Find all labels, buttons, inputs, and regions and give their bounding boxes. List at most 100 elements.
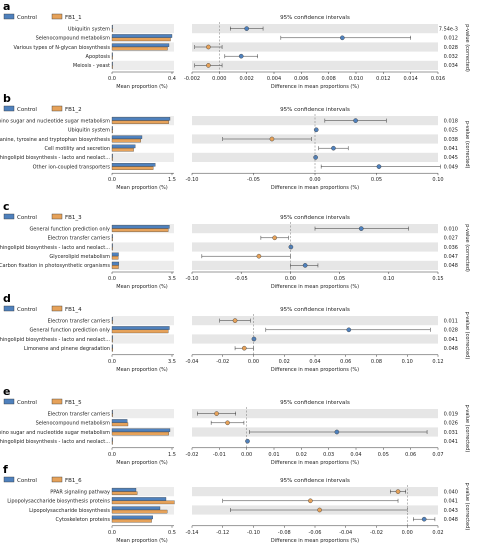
bar-control bbox=[111, 419, 128, 423]
p-value: 0.032 bbox=[444, 54, 458, 60]
bar-group bbox=[111, 413, 113, 417]
left-x-label: Mean proportion (%) bbox=[116, 538, 168, 544]
p-value-axis-label: p-value (corrected) bbox=[464, 483, 470, 531]
difference-point bbox=[244, 26, 249, 31]
bar-group bbox=[111, 431, 169, 436]
difference-point bbox=[206, 63, 211, 68]
row-band-left bbox=[112, 260, 174, 270]
right-x-label: Difference in mean proportions (%) bbox=[271, 284, 359, 290]
difference-point bbox=[269, 136, 275, 142]
category-label: Apoptosis bbox=[86, 54, 111, 60]
bar-control bbox=[111, 144, 136, 149]
bar-control bbox=[111, 126, 113, 130]
panel-c: c Control FB1_3 95% confidence intervals Gen… bbox=[0, 200, 470, 290]
category-label: Electron transfer carriers bbox=[48, 236, 111, 242]
right-tick-label: 0.01 bbox=[268, 452, 279, 458]
legend-swatch-group bbox=[51, 398, 63, 405]
legend-swatch-group bbox=[51, 305, 63, 312]
right-tick-label: 0.006 bbox=[294, 76, 308, 82]
row-band bbox=[192, 60, 438, 70]
row-band-left bbox=[112, 60, 174, 70]
p-value: 0.041 bbox=[444, 337, 458, 343]
bar-control bbox=[111, 437, 113, 442]
right-tick-label: 0.008 bbox=[322, 76, 336, 82]
p-value: 0.031 bbox=[444, 430, 458, 436]
row-band bbox=[192, 116, 438, 126]
difference-point bbox=[331, 145, 336, 151]
bar-group bbox=[111, 348, 114, 352]
legend-label-group: FB1_2 bbox=[65, 107, 82, 113]
p-value-axis-label: p-value (corrected) bbox=[464, 224, 470, 272]
left-tick-label: 3.5 bbox=[168, 276, 176, 282]
left-x-label: Mean proportion (%) bbox=[116, 284, 168, 290]
right-tick-label: 0.000 bbox=[212, 76, 226, 82]
legend-label-group: FB1_3 bbox=[65, 215, 82, 221]
bar-group bbox=[111, 28, 113, 32]
difference-point bbox=[358, 226, 364, 231]
right-tick-label: -0.10 bbox=[186, 177, 199, 183]
p-value-axis-label: p-value (corrected) bbox=[464, 121, 470, 169]
bar-group bbox=[111, 56, 113, 60]
row-band-left bbox=[112, 134, 174, 144]
difference-point bbox=[313, 155, 318, 160]
legend-swatch-group bbox=[51, 13, 63, 20]
right-tick-label: -0.02 bbox=[186, 452, 199, 458]
panel-a: a Control FB1_1 95% confidence intervals Ubi… bbox=[3, 0, 470, 90]
p-value: 0.040 bbox=[444, 489, 458, 495]
right-tick-label: 0.05 bbox=[371, 177, 382, 183]
p-value: 0.045 bbox=[444, 155, 458, 161]
row-band bbox=[192, 242, 438, 252]
difference-point bbox=[395, 489, 401, 494]
right-tick-label: 0.05 bbox=[378, 452, 389, 458]
difference-point bbox=[206, 44, 211, 50]
legend-label-group: FB1_6 bbox=[65, 478, 82, 484]
p-value: 0.028 bbox=[444, 328, 458, 334]
bar-control bbox=[111, 317, 113, 321]
difference-point bbox=[225, 420, 230, 426]
right-tick-label: -0.06 bbox=[309, 530, 322, 536]
right-tick-label: 0.012 bbox=[376, 76, 390, 82]
ci-title: 95% confidence intervals bbox=[280, 15, 350, 21]
bar-group bbox=[111, 329, 169, 334]
bar-control bbox=[111, 163, 156, 167]
right-x-label: Difference in mean proportions (%) bbox=[271, 460, 359, 466]
right-tick-label: 0.00 bbox=[248, 359, 259, 365]
p-value: 0.010 bbox=[444, 226, 458, 232]
bar-group bbox=[111, 138, 141, 143]
p-value: 0.041 bbox=[444, 499, 458, 505]
bar-group bbox=[111, 519, 152, 523]
p-value: 0.049 bbox=[444, 164, 458, 170]
legend-label-control: Control bbox=[17, 15, 37, 21]
bar-group bbox=[111, 265, 119, 269]
row-band-left bbox=[112, 316, 174, 326]
p-value: 7.54e-3 bbox=[439, 26, 458, 32]
p-value: 0.025 bbox=[444, 128, 458, 134]
difference-point bbox=[317, 507, 322, 513]
right-tick-label: 0.002 bbox=[240, 76, 254, 82]
ci-title: 95% confidence intervals bbox=[280, 307, 350, 313]
right-tick-label: 0.014 bbox=[404, 76, 418, 82]
bar-control bbox=[111, 135, 143, 139]
legend-swatch-control bbox=[3, 105, 15, 112]
row-band bbox=[192, 487, 438, 497]
difference-point bbox=[238, 53, 244, 59]
category-label: Lipopolysaccharide biosynthesis bbox=[29, 508, 110, 514]
right-tick-label: 0.04 bbox=[350, 452, 361, 458]
bar-control bbox=[111, 335, 113, 339]
bar-control bbox=[111, 488, 137, 492]
right-tick-label: -0.002 bbox=[184, 76, 200, 82]
right-x-label: Difference in mean proportions (%) bbox=[271, 367, 359, 373]
category-label: Cell motility and secretion bbox=[44, 146, 110, 152]
bar-control bbox=[111, 252, 119, 257]
panel-letter: d bbox=[3, 292, 11, 305]
bar-control bbox=[111, 428, 171, 432]
legend-label-control: Control bbox=[17, 400, 37, 406]
legend-label-group: FB1_1 bbox=[65, 15, 82, 21]
panel-letter: a bbox=[3, 0, 10, 13]
bar-control bbox=[111, 506, 161, 510]
bar-control bbox=[111, 243, 113, 247]
bar-control bbox=[111, 52, 113, 57]
right-tick-label: -0.01 bbox=[213, 452, 226, 458]
category-label: General function prediction only bbox=[29, 328, 110, 334]
right-tick-label: 0.00 bbox=[285, 276, 296, 282]
